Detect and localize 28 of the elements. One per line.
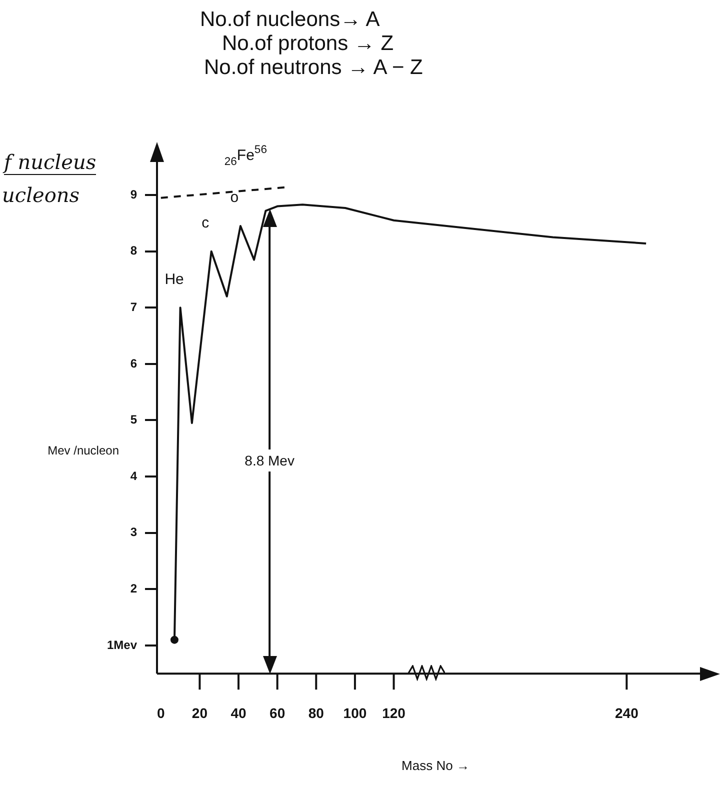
x-tick-label: 100 [343,704,367,721]
text: ucleons [2,183,80,207]
x-tick-label: 60 [270,704,286,721]
y-tick-label: 2 [130,581,138,596]
y-tick-label: 4 [130,468,138,483]
x-tick-label: 80 [308,704,324,721]
ref-line-label: 8.8 Mev [244,452,294,468]
y-tick-label: 8 [130,244,138,258]
annotation: o [230,189,239,206]
text: No.of neutrons → A − Z [204,56,423,80]
annotation: He [164,270,184,288]
y-tick-label: 5 [130,412,138,427]
x-tick-label: 40 [230,704,247,721]
y-tick-label: 3 [130,525,138,540]
y-tick-label: 9 [130,187,138,202]
text: f nucleus [4,150,96,175]
x-tick-label: 240 [614,704,639,721]
x-tick-label: 20 [192,704,208,721]
x-tick-label: 120 [382,704,406,721]
y-axis-title: Mev /nucleon [48,444,119,458]
x-axis-title: Mass No → [402,758,470,773]
y-tick-label: 6 [130,356,138,370]
text: No.of nucleons→ A [200,8,380,32]
text: No.of protons → Z [222,32,394,56]
x-tick-label: 0 [156,704,165,721]
y-tick-label: 1Mev [106,638,138,652]
annotation: c [202,214,210,232]
y-tick-label: 7 [130,300,138,314]
